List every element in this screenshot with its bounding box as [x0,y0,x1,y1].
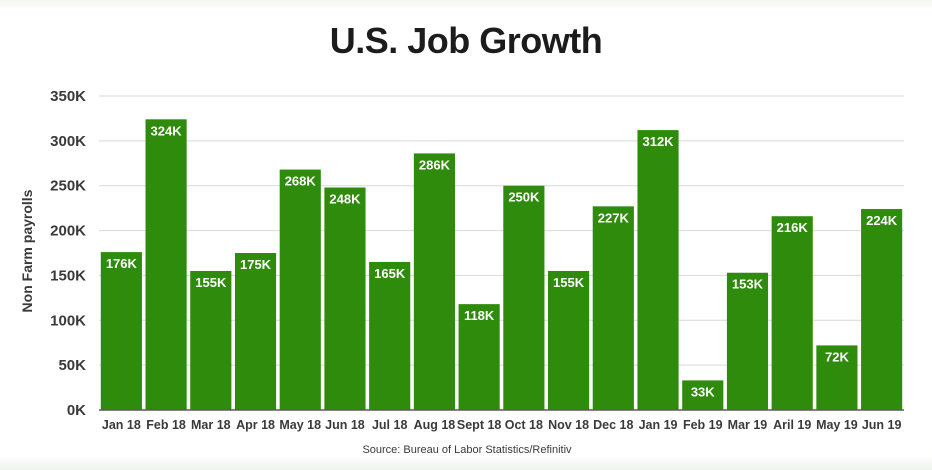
y-tick-label: 50K [58,357,86,374]
x-tick-label: Feb 19 [683,418,723,432]
bar [145,119,187,410]
bar-value-label: 72K [825,349,849,364]
bar [234,253,277,410]
y-tick-label: 350K [50,88,86,105]
bar-value-label: 312K [642,134,674,149]
bar-value-label: 227K [598,210,630,225]
bar [413,153,455,410]
x-tick-label: Jan 18 [102,418,141,432]
bar-value-label: 175K [240,257,272,272]
x-tick-label: Jul 18 [372,418,407,432]
x-axis-ticks: Jan 18 Feb 18 Mar 18 Apr 18 May 18 Jun 18 Jul … [102,418,902,432]
bar-value-label: 33K [691,384,715,399]
bar [190,270,232,410]
x-tick-label: May 19 [816,418,858,432]
x-tick-label: Jan 19 [639,418,678,432]
bar [861,209,903,410]
x-tick-label: Nov 18 [548,418,589,432]
bar-value-label: 224K [866,213,898,228]
bar [100,252,142,410]
bar-value-label: 176K [106,256,138,271]
bar [369,261,411,410]
bar-value-label: 248K [329,192,361,207]
gridlines [99,95,904,366]
y-tick-label: 300K [50,133,86,150]
y-axis-title: Non Farm payrolls [19,189,35,312]
chart-title: U.S. Job Growth [329,20,603,61]
y-axis-ticks: 0K 50K 100K 150K 200K 250K 300K 350K [50,88,86,419]
bars: 176K 324K 155K 175K 268K 248K 165K 286K 118K 250K… [100,119,903,410]
bar-value-label: 324K [151,123,183,138]
bar [503,185,545,410]
bar [592,206,634,410]
x-tick-label: Sept 18 [457,418,502,432]
bar-value-label: 118K [464,308,495,323]
bar [279,169,321,410]
y-tick-label: 150K [50,267,86,284]
x-tick-label: Mar 18 [191,418,231,432]
x-tick-label: Oct 18 [505,418,543,432]
bar-value-label: 155K [553,275,585,290]
bar [637,130,679,410]
bar-value-label: 286K [419,157,451,172]
bar [324,187,366,410]
bar-value-label: 165K [374,266,406,281]
bar [771,216,813,410]
x-tick-label: Dec 18 [593,418,633,432]
x-tick-label: Aug 18 [414,418,456,432]
x-tick-label: Apr 18 [236,418,275,432]
bar-value-label: 155K [195,275,227,290]
x-tick-label: Jun 19 [862,418,902,432]
bar-value-label: 153K [732,277,764,292]
bar [816,345,858,410]
y-tick-label: 100K [50,312,86,329]
x-tick-label: Feb 18 [146,418,186,432]
bar-value-label: 216K [777,220,809,235]
source-note: Source: Bureau of Labor Statistics/Refin… [362,444,572,456]
bar-value-label: 250K [508,190,540,205]
bar-value-label: 268K [285,174,317,189]
x-tick-label: Mar 19 [728,418,768,432]
bar [726,272,769,410]
y-tick-label: 250K [50,178,86,195]
x-tick-label: Aril 19 [773,418,811,432]
y-tick-label: 200K [50,223,86,240]
x-tick-label: May 18 [279,418,321,432]
bar [548,270,590,410]
bar [682,380,724,410]
x-tick-label: Jun 18 [325,418,365,432]
y-tick-label: 0K [67,402,86,419]
bar [458,304,500,410]
